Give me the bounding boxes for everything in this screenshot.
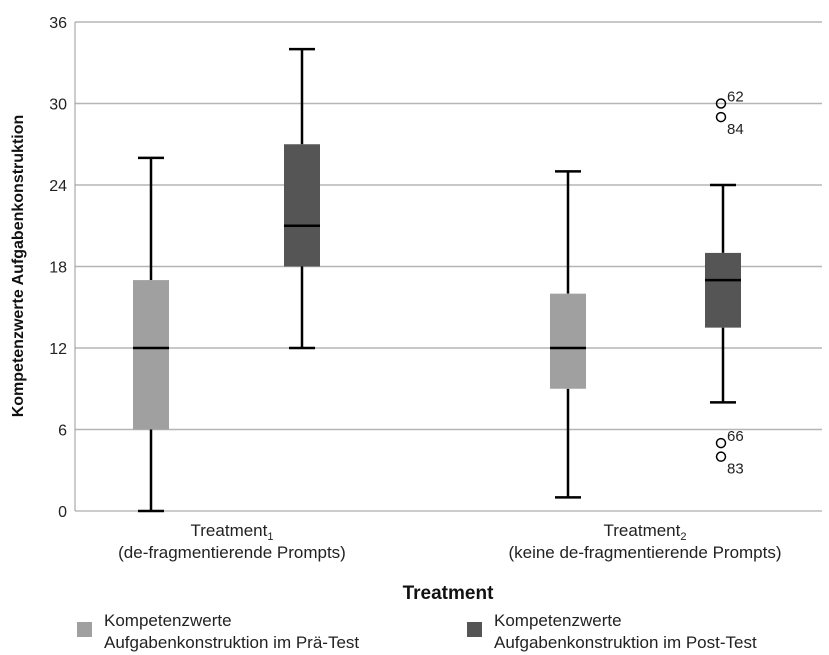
iqr-box (705, 252, 741, 328)
legend: Kompetenzwerte Aufgabenkonstruktion im Pr… (77, 611, 757, 652)
legend-item-post: Kompetenzwerte Aufgabenkonstruktion im Po… (467, 611, 757, 652)
outlier-point (715, 98, 727, 109)
outlier-label: 66 (727, 428, 744, 445)
legend-label-line1: Kompetenzwerte (104, 611, 232, 630)
category-label: Treatment1 (191, 521, 274, 543)
box-pre-cat1 (133, 156, 169, 513)
y-tick-label: 36 (49, 15, 67, 32)
category-description: (de-fragmentierende Prompts) (118, 543, 346, 562)
legend-label-line2: Aufgabenkonstruktion im Post-Test (494, 633, 757, 652)
legend-label-line1: Kompetenzwerte (494, 611, 622, 630)
iqr-box (550, 293, 586, 389)
category-label: Treatment2 (604, 521, 687, 543)
legend-item-pre: Kompetenzwerte Aufgabenkonstruktion im Pr… (77, 611, 359, 652)
outlier-point (715, 437, 727, 449)
iqr-box (133, 280, 169, 430)
x-axis-label: Treatment (403, 583, 494, 604)
y-tick-label: 12 (49, 341, 67, 358)
outlier-label: 62 (727, 89, 744, 106)
outlier-point (715, 111, 727, 123)
outlier-point (715, 451, 727, 462)
box-post-cat1 (284, 47, 320, 350)
legend-swatch (77, 622, 92, 637)
boxes: 62 84 66 83 (133, 47, 744, 513)
category-name: Treatment (191, 521, 268, 540)
category-description: (keine de-fragmentierende Prompts) (508, 543, 781, 562)
y-tick-label: 24 (49, 178, 67, 195)
box-post-cat2: 62 84 66 83 (705, 89, 744, 478)
y-axis-ticks: 0 6 12 18 24 30 36 (49, 15, 67, 521)
y-tick-label: 30 (49, 97, 67, 114)
outlier-label: 84 (727, 121, 744, 138)
y-tick-label: 6 (58, 423, 67, 440)
outlier-label: 83 (727, 461, 744, 478)
legend-label-line2: Aufgabenkonstruktion im Prä-Test (104, 633, 359, 652)
box-pre-cat2 (550, 170, 586, 499)
iqr-box (284, 144, 320, 267)
category-name: Treatment (604, 521, 681, 540)
legend-swatch (467, 622, 482, 637)
gridlines (75, 21, 822, 431)
y-tick-label: 0 (58, 504, 67, 521)
category-subscript: 2 (680, 531, 686, 543)
category-subscript: 1 (267, 531, 273, 543)
y-axis-label: Kompetenzwerte Aufgabenkonstruktion (10, 115, 27, 418)
y-tick-label: 18 (49, 260, 67, 277)
category-labels: Treatment1(de-fragmentierende Prompts)Tr… (118, 521, 781, 562)
